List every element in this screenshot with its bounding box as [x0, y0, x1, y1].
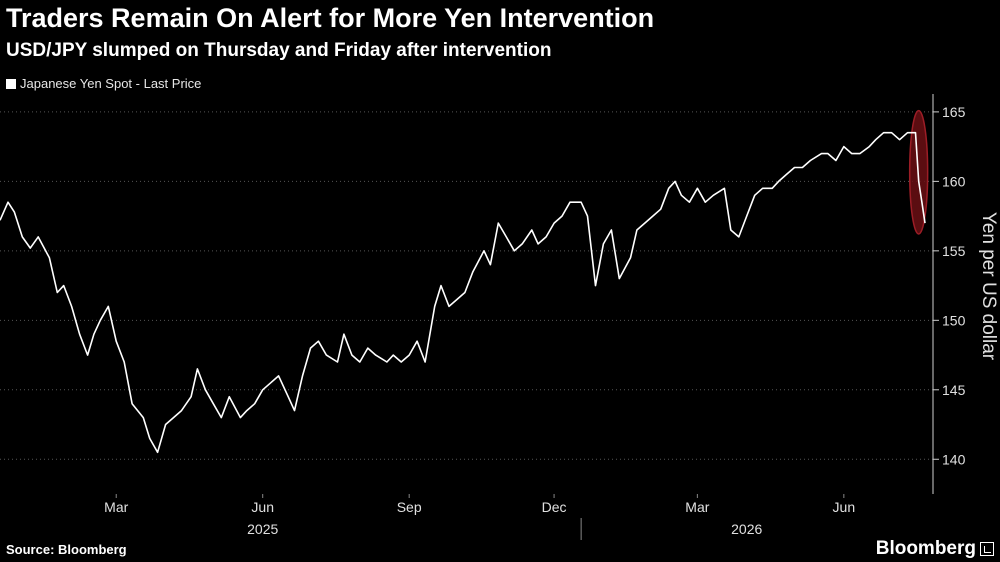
axis-labels: 140 145 150 155 160 165 Yen per US dollar Mar Ju…: [104, 104, 999, 537]
axes: [115, 94, 939, 540]
y-tick-label: 140: [942, 451, 966, 467]
x-tick-label: Dec: [542, 499, 567, 515]
x-tick-label: Mar: [685, 499, 709, 515]
chart-subtitle: USD/JPY slumped on Thursday and Friday a…: [6, 40, 552, 61]
source-note: Source: Bloomberg: [6, 542, 127, 557]
y-tick-label: 155: [942, 243, 966, 259]
bloomberg-chart-mark-icon: [980, 542, 994, 556]
y-tick-label: 160: [942, 173, 966, 189]
brand-name: Bloomberg: [875, 538, 976, 559]
legend: Japanese Yen Spot - Last Price: [6, 76, 201, 91]
y-axis-title: Yen per US dollar: [978, 212, 999, 361]
x-year-label: 2026: [731, 521, 762, 537]
y-tick-label: 165: [942, 104, 966, 120]
x-tick-label: Jun: [833, 499, 856, 515]
brand-logo: Bloomberg: [876, 538, 994, 560]
series-layer: [0, 109, 929, 454]
x-tick-label: Mar: [104, 499, 128, 515]
x-tick-label: Jun: [251, 499, 274, 515]
x-year-label: 2025: [247, 521, 278, 537]
legend-label: Japanese Yen Spot - Last Price: [20, 76, 202, 91]
series-line: [0, 131, 926, 454]
x-tick-label: Sep: [397, 499, 422, 515]
grid-lines: [0, 111, 933, 460]
chart-title: Traders Remain On Alert for More Yen Int…: [6, 3, 655, 33]
legend-swatch-square-icon: [6, 78, 16, 89]
y-tick-label: 150: [942, 312, 966, 328]
y-tick-label: 145: [942, 382, 966, 398]
